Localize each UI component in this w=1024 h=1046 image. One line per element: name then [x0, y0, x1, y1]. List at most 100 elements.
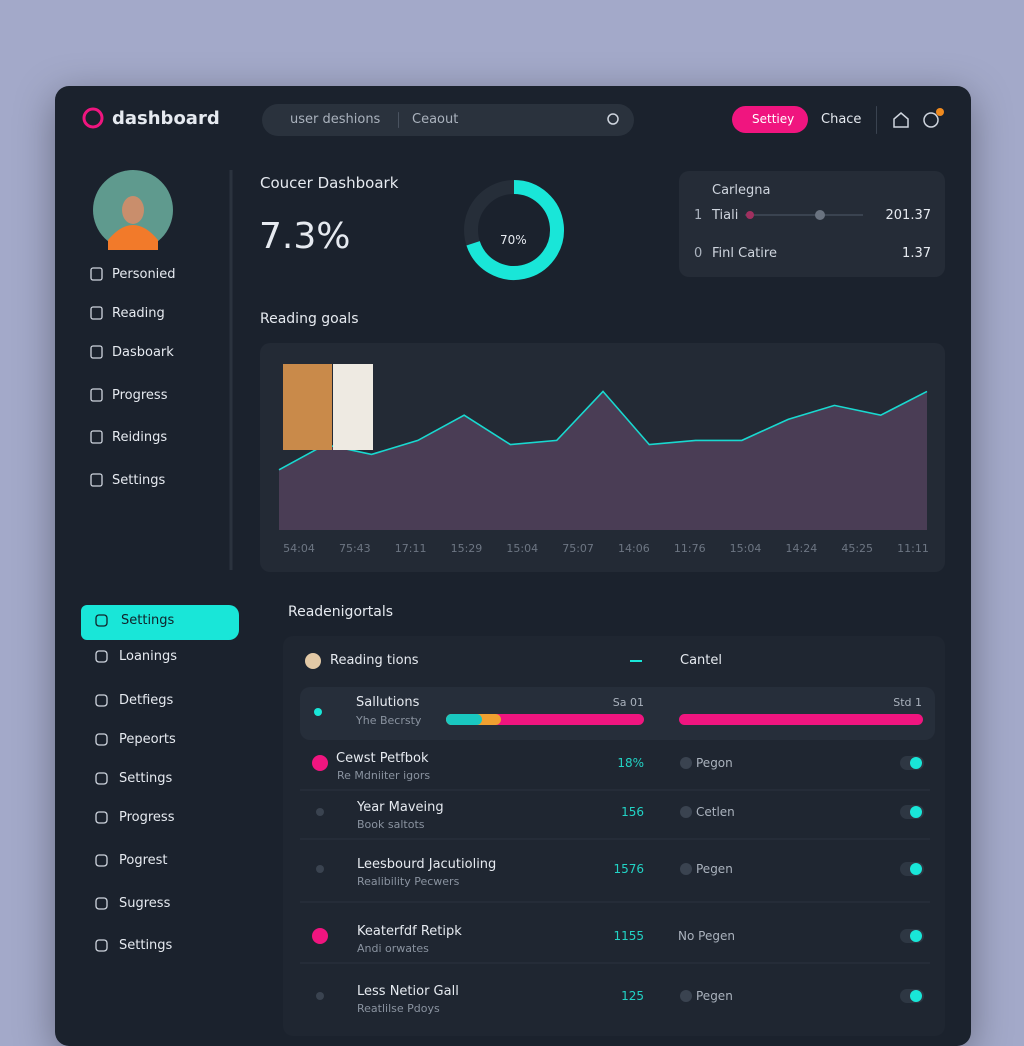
- row-value: 1155: [613, 929, 644, 943]
- primary-button[interactable]: [732, 106, 808, 133]
- x-axis-label: 15:29: [450, 542, 483, 555]
- x-axis-label: 15:04: [506, 542, 539, 555]
- toggle-knob: [910, 757, 922, 769]
- nav-item[interactable]: Settings: [119, 938, 173, 953]
- slider-knob: [746, 211, 754, 219]
- nav-item[interactable]: Settings: [121, 613, 175, 628]
- row-name: Sallutions: [356, 695, 420, 710]
- row-status: Pegon: [696, 756, 733, 770]
- row-dot: [314, 708, 322, 716]
- brand-name: dashboard: [112, 108, 220, 129]
- nav-icon: [90, 267, 103, 281]
- nav-item[interactable]: Loanings: [119, 649, 178, 664]
- notification-badge: [936, 108, 944, 116]
- row-sub: Reatlilse Pdoys: [357, 1002, 440, 1015]
- nav-icon: [95, 733, 108, 746]
- stats-value: 1.37: [902, 246, 931, 261]
- notification-icon[interactable]: [923, 112, 939, 128]
- nav-item[interactable]: Progress: [119, 810, 175, 825]
- stats-label: Tiali: [712, 208, 739, 223]
- brand-logo: [82, 107, 104, 129]
- search-box[interactable]: [262, 104, 634, 136]
- avatar-face: [122, 196, 144, 224]
- status-dot: [680, 863, 692, 875]
- row-sub: Yhe Becrsty: [356, 714, 422, 727]
- row-sub: Andi orwates: [357, 942, 429, 955]
- row-status: Pegen: [696, 862, 733, 876]
- nav-item[interactable]: Sugress: [119, 896, 171, 911]
- nav-item[interactable]: Settings: [112, 473, 166, 488]
- x-axis-label: 14:06: [618, 542, 650, 555]
- row-status: Pegen: [696, 989, 733, 1003]
- row-sub: Realibility Pecwers: [357, 875, 460, 888]
- x-axis-label: 15:04: [729, 542, 762, 555]
- trend-line: [278, 390, 928, 471]
- nav-icon: [95, 614, 108, 627]
- header-divider: [876, 106, 877, 134]
- book-thumb: [333, 364, 373, 450]
- summary-title: Coucer Dashboark: [260, 174, 399, 192]
- x-axis-label: 45:25: [841, 542, 874, 555]
- page: dashboard user deshions Ceaout Settiey Chace…: [55, 86, 971, 1046]
- status-dot: [680, 990, 692, 1002]
- x-axis-label: 75:43: [338, 542, 371, 555]
- row-dot: [316, 808, 324, 816]
- search-placeholder[interactable]: user deshions: [290, 112, 381, 127]
- nav-item[interactable]: Personied: [112, 267, 176, 282]
- row-name: Year Maveing: [357, 800, 444, 815]
- toggle-knob: [910, 930, 922, 942]
- progress-bar: [446, 714, 482, 725]
- nav-icon: [90, 388, 103, 402]
- secondary-button[interactable]: Chace: [821, 112, 862, 127]
- header-icons: [82, 107, 944, 1003]
- row-dot: [312, 928, 328, 944]
- nav-item[interactable]: Pepeorts: [119, 732, 176, 747]
- nav-item[interactable]: Reidings: [112, 430, 168, 445]
- row-dot: [312, 755, 328, 771]
- nav-icon: [90, 306, 103, 320]
- row-dot: [316, 865, 324, 873]
- row-status: No Pegen: [678, 929, 735, 943]
- column-header: Reading tions: [330, 653, 419, 668]
- stats-header: Carlegna: [712, 183, 771, 198]
- row-sub: Book saltots: [357, 818, 425, 831]
- search-scope[interactable]: Ceaout: [412, 112, 459, 127]
- section-title: Readenigortals: [288, 604, 394, 620]
- search-divider: [398, 112, 399, 128]
- x-axis-label: 75:07: [562, 542, 594, 555]
- nav-icon: [95, 854, 108, 867]
- summary-value: 7.3%: [259, 216, 351, 257]
- toggle-knob: [910, 990, 922, 1002]
- stats-value: 201.37: [885, 208, 932, 223]
- nav-icon: [95, 694, 108, 707]
- area-fill: [279, 391, 927, 530]
- nav-item[interactable]: Detfiegs: [119, 693, 174, 708]
- nav-item[interactable]: Settings: [119, 771, 173, 786]
- nav-item[interactable]: Progress: [112, 388, 168, 403]
- progress-bar: [679, 714, 923, 725]
- row-value: 18%: [617, 756, 644, 770]
- gauge-label: 70%: [500, 233, 527, 247]
- nav-item[interactable]: Pogrest: [119, 853, 168, 868]
- row-name: Keaterfdf Retipk: [357, 924, 462, 939]
- column-header: Cantel: [680, 653, 722, 668]
- search-icon[interactable]: [607, 113, 619, 125]
- nav-icon: [95, 939, 108, 952]
- x-axis-label: 17:11: [394, 542, 427, 555]
- avatar-small: [305, 653, 321, 669]
- bar-label: Std 1: [893, 696, 922, 709]
- primary-button-label[interactable]: Settiey: [752, 112, 795, 126]
- nav-item[interactable]: Dasboark: [112, 345, 174, 360]
- slider-knob: [815, 210, 825, 220]
- toggle-knob: [910, 806, 922, 818]
- nav-icon: [95, 811, 108, 824]
- stats-index: 1: [694, 208, 703, 223]
- nav-item[interactable]: Reading: [112, 306, 165, 321]
- avatar-body: [108, 225, 158, 250]
- nav-icon: [90, 473, 103, 487]
- status-dot: [680, 757, 692, 769]
- row-name: Cewst Petfbok: [336, 751, 429, 766]
- x-axis-label: 11:76: [673, 542, 706, 555]
- home-icon[interactable]: [893, 112, 909, 128]
- book-thumb: [283, 364, 332, 450]
